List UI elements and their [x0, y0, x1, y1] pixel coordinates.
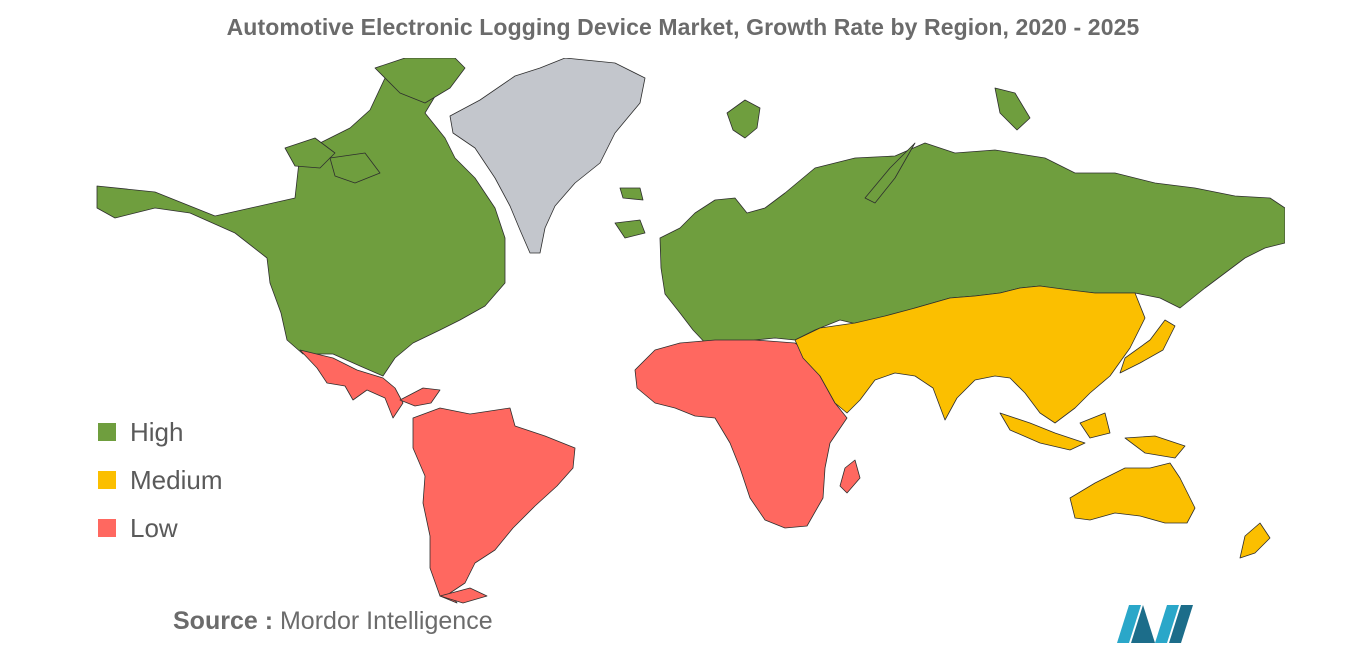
region-africa — [634, 339, 861, 529]
chart-title: Automotive Electronic Logging Device Mar… — [226, 14, 1140, 40]
legend-item-medium: Medium — [98, 456, 222, 504]
legend-label-low: Low — [130, 512, 178, 543]
source-credit: Source : Mordor Intelligence — [173, 607, 493, 636]
region-asia-oceania — [794, 285, 1271, 559]
source-prefix: Source : — [173, 607, 274, 635]
mordor-intelligence-logo-icon — [1117, 605, 1193, 643]
map-legend: High Medium Low — [98, 408, 222, 552]
legend-label-medium: Medium — [130, 464, 223, 495]
legend-item-high: High — [98, 408, 222, 456]
region-europe-russia — [619, 87, 1285, 349]
legend-label-high: High — [130, 416, 184, 447]
legend-item-low: Low — [98, 504, 222, 552]
region-latin-america — [299, 349, 576, 604]
legend-swatch-high — [98, 423, 116, 441]
legend-swatch-medium — [98, 471, 116, 489]
source-text: Mordor Intelligence — [279, 607, 493, 635]
legend-swatch-low — [98, 519, 116, 537]
region-north-america — [96, 58, 646, 377]
region-greenland — [449, 58, 646, 254]
world-map — [95, 58, 1285, 618]
